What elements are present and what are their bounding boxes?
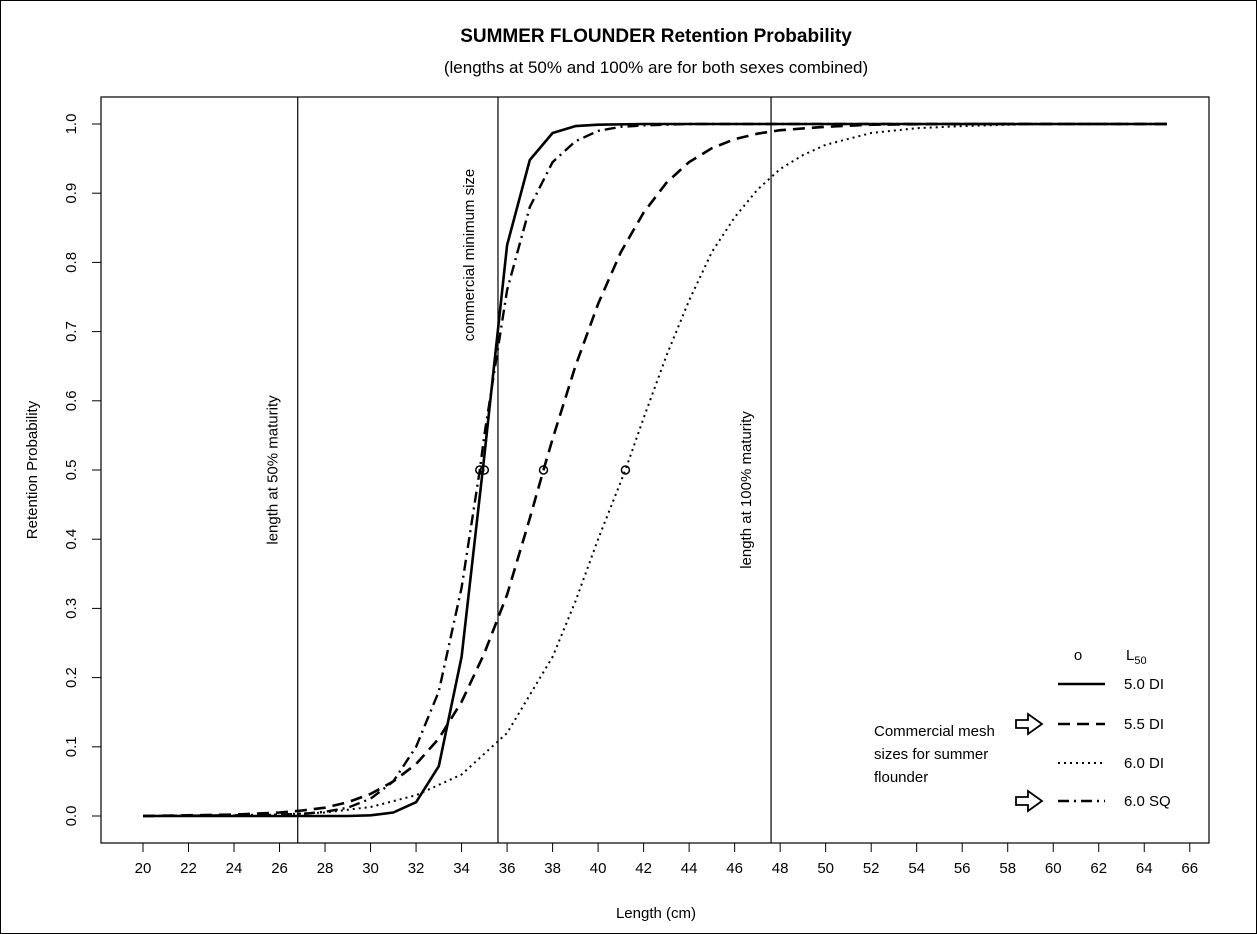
legend-marker-header: L50 bbox=[1126, 647, 1147, 667]
l50-marker bbox=[620, 465, 631, 475]
series-line-5-5-di bbox=[142, 122, 1167, 818]
x-tick-label: 34 bbox=[453, 860, 470, 877]
right-arrow-outline-icon bbox=[1015, 712, 1044, 736]
x-axis-label: Length (cm) bbox=[616, 905, 696, 922]
x-tick-label: 40 bbox=[590, 860, 607, 877]
chart-subtitle: (lengths at 50% and 100% are for both se… bbox=[444, 58, 868, 77]
series-line-5-0-di bbox=[143, 122, 1167, 818]
l50-marker bbox=[538, 465, 549, 475]
y-tick-label: 0.8 bbox=[63, 252, 80, 273]
legend-label: 6.0 DI bbox=[1124, 755, 1164, 772]
x-tick-label: 42 bbox=[635, 860, 652, 877]
y-tick-label: 0.0 bbox=[63, 806, 80, 827]
reference-line-label: length at 100% maturity bbox=[738, 411, 755, 569]
x-tick-label: 66 bbox=[1181, 860, 1198, 877]
x-tick-label: 30 bbox=[362, 860, 379, 877]
x-tick-label: 58 bbox=[999, 860, 1016, 877]
x-tick-label: 36 bbox=[499, 860, 516, 877]
legend-marker-symbol: o bbox=[1074, 647, 1082, 664]
x-tick-label: 50 bbox=[817, 860, 834, 877]
x-tick-label: 48 bbox=[772, 860, 789, 877]
x-axis: 20 22 24 26 28 30 32 34 36 38 40 42 44 46 48 50 52 54 56 58… bbox=[135, 842, 1198, 877]
x-tick-label: 24 bbox=[226, 860, 243, 877]
x-tick-label: 56 bbox=[954, 860, 971, 877]
reference-line-label: commercial minimum size bbox=[461, 169, 478, 342]
l50-marker bbox=[479, 465, 490, 475]
y-tick-label: 0.5 bbox=[63, 460, 80, 481]
series-line-6-0-di bbox=[142, 123, 1167, 817]
x-tick-label: 62 bbox=[1090, 860, 1107, 877]
legend-header-sub: 50 bbox=[1134, 655, 1146, 667]
y-axis: 0.0 0.1 0.2 0.3 0.4 0.5 0.6 0.7 0.8 0.9 1.0 bbox=[63, 114, 102, 827]
y-tick-label: 0.9 bbox=[63, 183, 80, 204]
x-tick-label: 64 bbox=[1136, 860, 1153, 877]
annotation-line-1: Commercial mesh bbox=[874, 723, 995, 740]
x-tick-label: 32 bbox=[408, 860, 425, 877]
y-tick-label: 0.6 bbox=[63, 390, 80, 411]
x-tick-label: 44 bbox=[681, 860, 698, 877]
x-tick-label: 20 bbox=[135, 860, 152, 877]
x-tick-label: 46 bbox=[726, 860, 743, 877]
annotation-line-3: flounder bbox=[874, 769, 928, 786]
y-tick-label: 1.0 bbox=[63, 114, 80, 135]
series-lines bbox=[142, 122, 1167, 818]
y-tick-label: 0.4 bbox=[63, 529, 80, 550]
annotation-line-2: sizes for summer bbox=[874, 746, 988, 763]
legend-label: 6.0 SQ bbox=[1124, 793, 1171, 810]
l50-markers bbox=[475, 465, 631, 475]
y-tick-label: 0.7 bbox=[63, 321, 80, 342]
annotation: Commercial mesh sizes for summer flounde… bbox=[874, 723, 995, 786]
reference-lines: length at 50% maturity commercial minimum… bbox=[265, 97, 772, 843]
right-arrow-outline-icon bbox=[1015, 789, 1044, 813]
series-line-6-0-sq bbox=[142, 122, 1167, 818]
legend-label: 5.0 DI bbox=[1124, 676, 1164, 693]
y-tick-label: 0.3 bbox=[63, 598, 80, 619]
chart-title: SUMMER FLOUNDER Retention Probability bbox=[460, 26, 852, 47]
l50-marker bbox=[475, 465, 485, 475]
legend: o L50 5.0 DI 5.5 DI 6.0 DI 6.0 SQ bbox=[1015, 647, 1171, 813]
y-tick-label: 0.1 bbox=[63, 736, 80, 757]
x-tick-label: 28 bbox=[317, 860, 334, 877]
reference-line-label: length at 50% maturity bbox=[265, 395, 282, 545]
x-tick-label: 52 bbox=[863, 860, 880, 877]
x-tick-label: 60 bbox=[1045, 860, 1062, 877]
y-tick-label: 0.2 bbox=[63, 667, 80, 688]
x-tick-label: 54 bbox=[908, 860, 925, 877]
legend-label: 5.5 DI bbox=[1124, 716, 1164, 733]
y-axis-label: Retention Probability bbox=[24, 400, 41, 539]
legend-header-main: L bbox=[1126, 647, 1134, 664]
x-tick-label: 26 bbox=[271, 860, 288, 877]
x-tick-label: 38 bbox=[544, 860, 561, 877]
x-tick-label: 22 bbox=[180, 860, 197, 877]
